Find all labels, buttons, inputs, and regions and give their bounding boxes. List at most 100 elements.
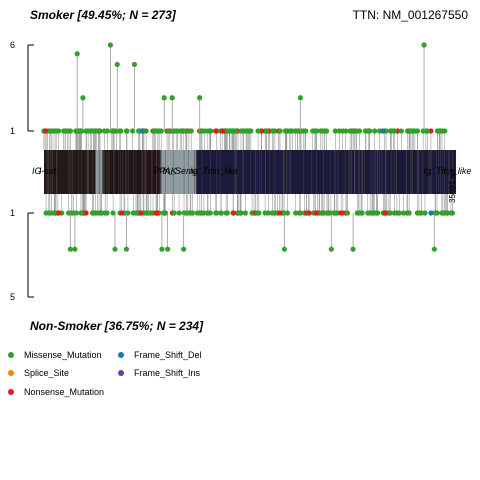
top-mutation-dot [198,128,204,134]
legend-item: Frame_Shift_Del [118,350,202,360]
bottom-lollipop-head [181,246,187,252]
top-lollipop-head [169,95,175,101]
top-mutation-dot [102,128,108,134]
bottom-lollipop-head [112,246,118,252]
non-smoker-title: Non-Smoker [36.75%; N = 234] [30,319,204,333]
top-mutation-dot [408,128,414,134]
bottom-mutation-dot [387,210,393,216]
legend-item: Missense_Mutation [8,350,102,360]
top-mutation-dot [353,128,359,134]
bottom-lollipop-head [350,246,356,252]
top-mutation-dot [231,128,237,134]
bottom-mutation-dot [254,210,260,216]
bottom-lollipop-head [72,246,78,252]
top-mutation-dot [264,128,270,134]
bottom-mutation-dot [391,210,397,216]
bottom-mutation-dot [230,210,236,216]
legend-label: Nonsense_Mutation [24,387,105,397]
top-mutation-dot [130,128,136,134]
bottom-mutation-dot [321,210,327,216]
bottom-mutation-dot [434,210,440,216]
bottom-lollipop-head [165,246,171,252]
bottom-mutation-dot [269,210,275,216]
domain-block [160,150,197,194]
bottom-mutation-dot [262,210,268,216]
top-mutation-dot [223,128,230,134]
top-mutation-dot [188,128,194,134]
top-mutation-dot [322,128,328,134]
bottom-mutation-dot [118,210,125,216]
bottom-mutation-dot [238,210,244,216]
top-lollipop-head [297,95,304,101]
top-lollipop-head [213,128,219,134]
bottom-lollipop-head [123,246,130,252]
legend-swatch [118,370,124,376]
bottom-mutation-dot [444,210,450,216]
bottom-lollipop-head [313,210,320,216]
top-mutation-dot [439,128,445,134]
top-mutation-dot [270,128,276,134]
top-mutation-dot [398,128,404,134]
bottom-mutation-dot [358,210,364,216]
domain-label: fn_Sema [162,166,198,176]
bottom-mutation-dot [138,210,144,216]
bottom-mutation-dot [46,210,52,216]
top-mutation-dot [42,128,49,134]
bottom-mutation-dot [344,210,350,216]
top-mutation-dot [117,128,123,134]
top-mutation-dot [111,128,117,134]
top-mutation-dot [255,128,261,134]
top-mutation-dot [205,128,211,134]
bottom-mutation-dot [373,210,379,216]
legend-swatch [8,370,14,376]
smoker-title: Smoker [49.45%; N = 273] [30,8,176,22]
bottom-lollipop-head [428,210,434,216]
bottom-mutation-dot [198,210,205,216]
top-mutation-dot [53,128,59,134]
bottom-mutation-dot [205,210,211,216]
top-mutation-dot [362,128,368,134]
top-mutation-dot [283,128,289,134]
bottom-mutation-dot [422,210,428,216]
bottom-mutation-dot [306,210,312,216]
top-mutation-dot [332,128,338,134]
top-lollipop-head [161,95,167,101]
top-mutation-dot [424,128,430,134]
top-mutation-dot [83,128,90,134]
bottom-mutation-dot [223,210,229,216]
bottom-mutation-dot [284,210,291,216]
domain-label: Ig_Titin_like [423,166,471,176]
top-mutation-dot [286,128,292,134]
bottom-mutation-dot [328,210,334,216]
top-mutation-dot [246,128,252,134]
bottom-mutation-dot [145,210,151,216]
top-mutation-dot [356,128,363,134]
top-mutation-dot [96,128,102,134]
top-mutation-dot [165,128,171,134]
top-mutation-dot [387,128,394,134]
bottom-mutation-dot [194,210,200,216]
legend-item: Nonsense_Mutation [8,387,104,397]
top-lollipop-head [114,61,120,68]
bottom-mutation-dot [176,210,182,216]
bottom-lollipop-head [281,246,287,252]
legend-swatch [8,352,14,358]
bottom-y-tick-label: 5 [10,292,15,302]
bottom-lollipop-head [67,246,73,252]
bottom-mutation-dot [418,210,424,216]
gene-title: TTN: NM_001267550 [352,8,468,22]
domain-label: PPAK [153,166,177,176]
top-lollipop-head [74,51,80,57]
domain-block [102,150,161,194]
top-mutation-dot [277,128,283,134]
bottom-mutation-dot [110,210,116,216]
top-lollipop-head [107,42,113,48]
top-mutation-dot [75,128,81,134]
top-y-tick-label: 6 [10,40,15,50]
top-lollipop-head [197,95,203,101]
bottom-lollipop-head [328,246,334,252]
bottom-mutation-dot [334,210,340,216]
bottom-mutation-dot [171,210,177,216]
top-mutation-dot [79,128,85,134]
